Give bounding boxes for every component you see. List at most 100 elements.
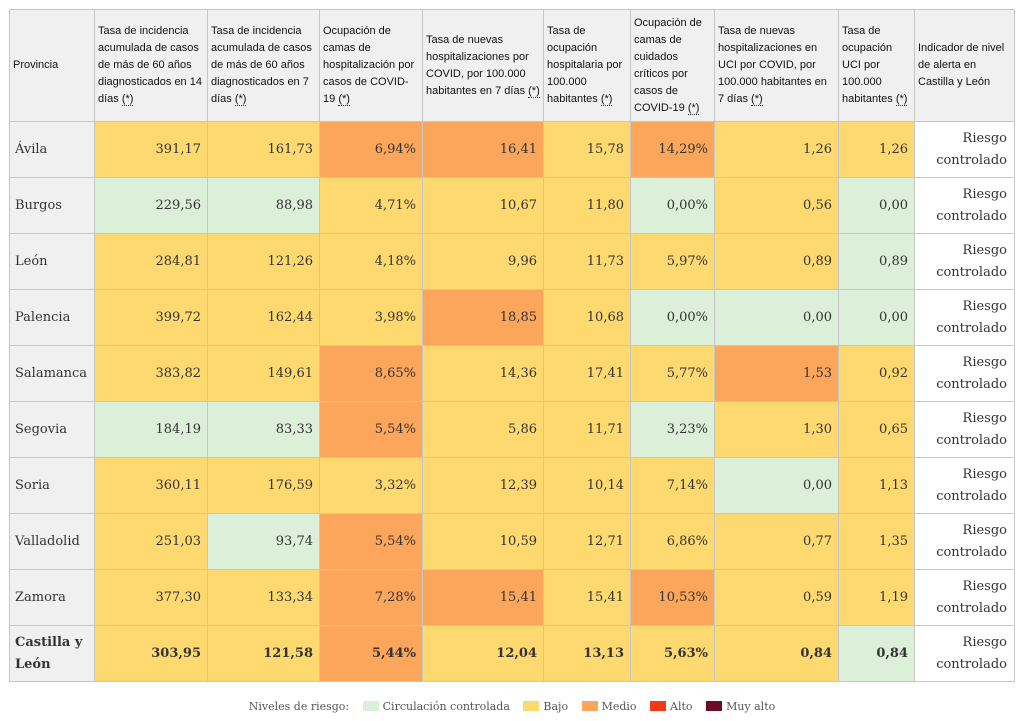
header-indicador: Indicador de nivel de alerta en Castilla…	[914, 9, 1015, 122]
risk-indicator-line2: controlado	[936, 152, 1007, 168]
value-cell: 0,00	[714, 457, 839, 514]
risk-indicator-line2: controlado	[936, 320, 1007, 336]
footnote-link[interactable]: (*)	[338, 93, 350, 106]
value-cell: 0,59	[714, 569, 839, 626]
header-ocupacion-uci: Tasa de ocupación UCI por 100.000 habita…	[838, 9, 915, 122]
value-cell: 5,44%	[319, 625, 423, 682]
risk-indicator-cell: Riesgo controlado	[914, 401, 1015, 458]
province-cell: Soria	[9, 457, 95, 514]
footnote-link[interactable]: (*)	[895, 93, 908, 106]
value-cell: 161,73	[207, 121, 320, 178]
value-cell: 3,98%	[319, 289, 423, 346]
table-row: Valladolid 251,03 93,74 5,54% 10,59 12,71 6,86…	[9, 513, 1015, 570]
header-row: Provincia Tasa de incidencia acumulada d…	[9, 9, 1015, 122]
risk-indicator-line1: Riesgo	[962, 522, 1007, 538]
legend-swatch-muy-alto	[706, 701, 723, 711]
value-cell: 149,61	[207, 345, 320, 402]
risk-indicator-line1: Riesgo	[962, 466, 1007, 482]
footnote-link[interactable]: (*)	[528, 84, 540, 98]
legend-label-circulacion: Circulación controlada	[382, 699, 510, 713]
value-cell: 14,36	[422, 345, 544, 402]
value-cell: 5,63%	[630, 625, 715, 682]
table-row: Burgos 229,56 88,98 4,71% 10,67 11,80 0,00% 0,5…	[9, 177, 1015, 234]
value-cell: 10,68	[543, 289, 631, 346]
value-cell: 12,04	[422, 625, 544, 682]
value-cell: 10,67	[422, 177, 544, 234]
value-cell: 83,33	[207, 401, 320, 458]
value-cell: 0,56	[714, 177, 839, 234]
value-cell: 5,86	[422, 401, 544, 458]
value-cell: 1,19	[838, 569, 915, 626]
risk-indicator-cell: Riesgo controlado	[914, 233, 1015, 290]
value-cell: 0,00	[838, 177, 915, 234]
header-incidencia-7: Tasa de incidencia acumulada de casos de…	[207, 9, 320, 122]
value-cell: 1,30	[714, 401, 839, 458]
province-cell: Castilla y León	[9, 625, 95, 682]
value-cell: 15,41	[422, 569, 544, 626]
value-cell: 229,56	[94, 177, 208, 234]
value-cell: 0,00	[838, 289, 915, 346]
header-nuevas-uci: Tasa de nuevas hospitalizaciones en UCI …	[714, 9, 839, 122]
risk-indicator-cell: Riesgo controlado	[914, 289, 1015, 346]
legend-swatch-medio	[581, 701, 598, 711]
risk-indicator-cell: Riesgo controlado	[914, 345, 1015, 402]
value-cell: 0,84	[838, 625, 915, 682]
risk-indicator-line2: controlado	[936, 264, 1007, 280]
legend-label-muy-alto: Muy alto	[726, 699, 776, 713]
legend-label-bajo: Bajo	[543, 699, 569, 713]
value-cell: 11,71	[543, 401, 631, 458]
risk-indicator-line2: controlado	[936, 544, 1007, 560]
footnote-link[interactable]: (*)	[687, 101, 700, 115]
risk-indicator-cell: Riesgo controlado	[914, 513, 1015, 570]
header-ocupacion-criticos: Ocupación de camas de cuidados críticos …	[630, 9, 715, 122]
footnote-link[interactable]: (*)	[121, 93, 134, 106]
header-provincia: Provincia	[9, 9, 95, 122]
value-cell: 3,32%	[319, 457, 423, 514]
legend-label-medio: Medio	[601, 699, 637, 713]
risk-indicator-cell: Riesgo controlado	[914, 121, 1015, 178]
value-cell: 11,80	[543, 177, 631, 234]
value-cell: 1,26	[838, 121, 915, 178]
risk-table: Provincia Tasa de incidencia acumulada d…	[9, 9, 1015, 682]
risk-indicator-line2: controlado	[936, 488, 1007, 504]
table-row: Salamanca 383,82 149,61 8,65% 14,36 17,41 5,77…	[9, 345, 1015, 402]
value-cell: 184,19	[94, 401, 208, 458]
footnote-link[interactable]: (*)	[751, 93, 763, 106]
footnote-link[interactable]: (*)	[600, 93, 613, 106]
value-cell: 3,23%	[630, 401, 715, 458]
legend-title: Niveles de riesgo:	[248, 699, 350, 713]
province-cell: León	[9, 233, 95, 290]
value-cell: 93,74	[207, 513, 320, 570]
risk-indicator-line1: Riesgo	[962, 410, 1007, 426]
value-cell: 4,71%	[319, 177, 423, 234]
risk-indicator-cell: Riesgo controlado	[914, 177, 1015, 234]
province-cell: Burgos	[9, 177, 95, 234]
table-row: Soria 360,11 176,59 3,32% 12,39 10,14 7,14% 0,0…	[9, 457, 1015, 514]
province-cell: Valladolid	[9, 513, 95, 570]
value-cell: 0,84	[714, 625, 839, 682]
value-cell: 6,86%	[630, 513, 715, 570]
table-row: León 284,81 121,26 4,18% 9,96 11,73 5,97% 0,89 0…	[9, 233, 1015, 290]
value-cell: 0,00%	[630, 289, 715, 346]
risk-indicator-cell: Riesgo controlado	[914, 457, 1015, 514]
value-cell: 15,41	[543, 569, 631, 626]
header-ocupacion-camas: Ocupación de camas de hospitalización po…	[319, 9, 423, 122]
risk-indicator-line1: Riesgo	[962, 634, 1007, 650]
value-cell: 0,89	[838, 233, 915, 290]
value-cell: 133,34	[207, 569, 320, 626]
legend-label-alto: Alto	[670, 699, 693, 713]
legend-swatch-alto	[650, 701, 667, 711]
value-cell: 11,73	[543, 233, 631, 290]
header-ocupacion-hosp: Tasa de ocupación hospitalaria por 100.0…	[543, 9, 631, 122]
value-cell: 399,72	[94, 289, 208, 346]
value-cell: 5,54%	[319, 401, 423, 458]
province-cell: Segovia	[9, 401, 95, 458]
risk-indicator-line2: controlado	[936, 656, 1007, 672]
province-cell: Zamora	[9, 569, 95, 626]
value-cell: 7,28%	[319, 569, 423, 626]
value-cell: 0,89	[714, 233, 839, 290]
value-cell: 16,41	[422, 121, 544, 178]
value-cell: 0,92	[838, 345, 915, 402]
footnote-link[interactable]: (*)	[234, 93, 247, 106]
value-cell: 1,35	[838, 513, 915, 570]
